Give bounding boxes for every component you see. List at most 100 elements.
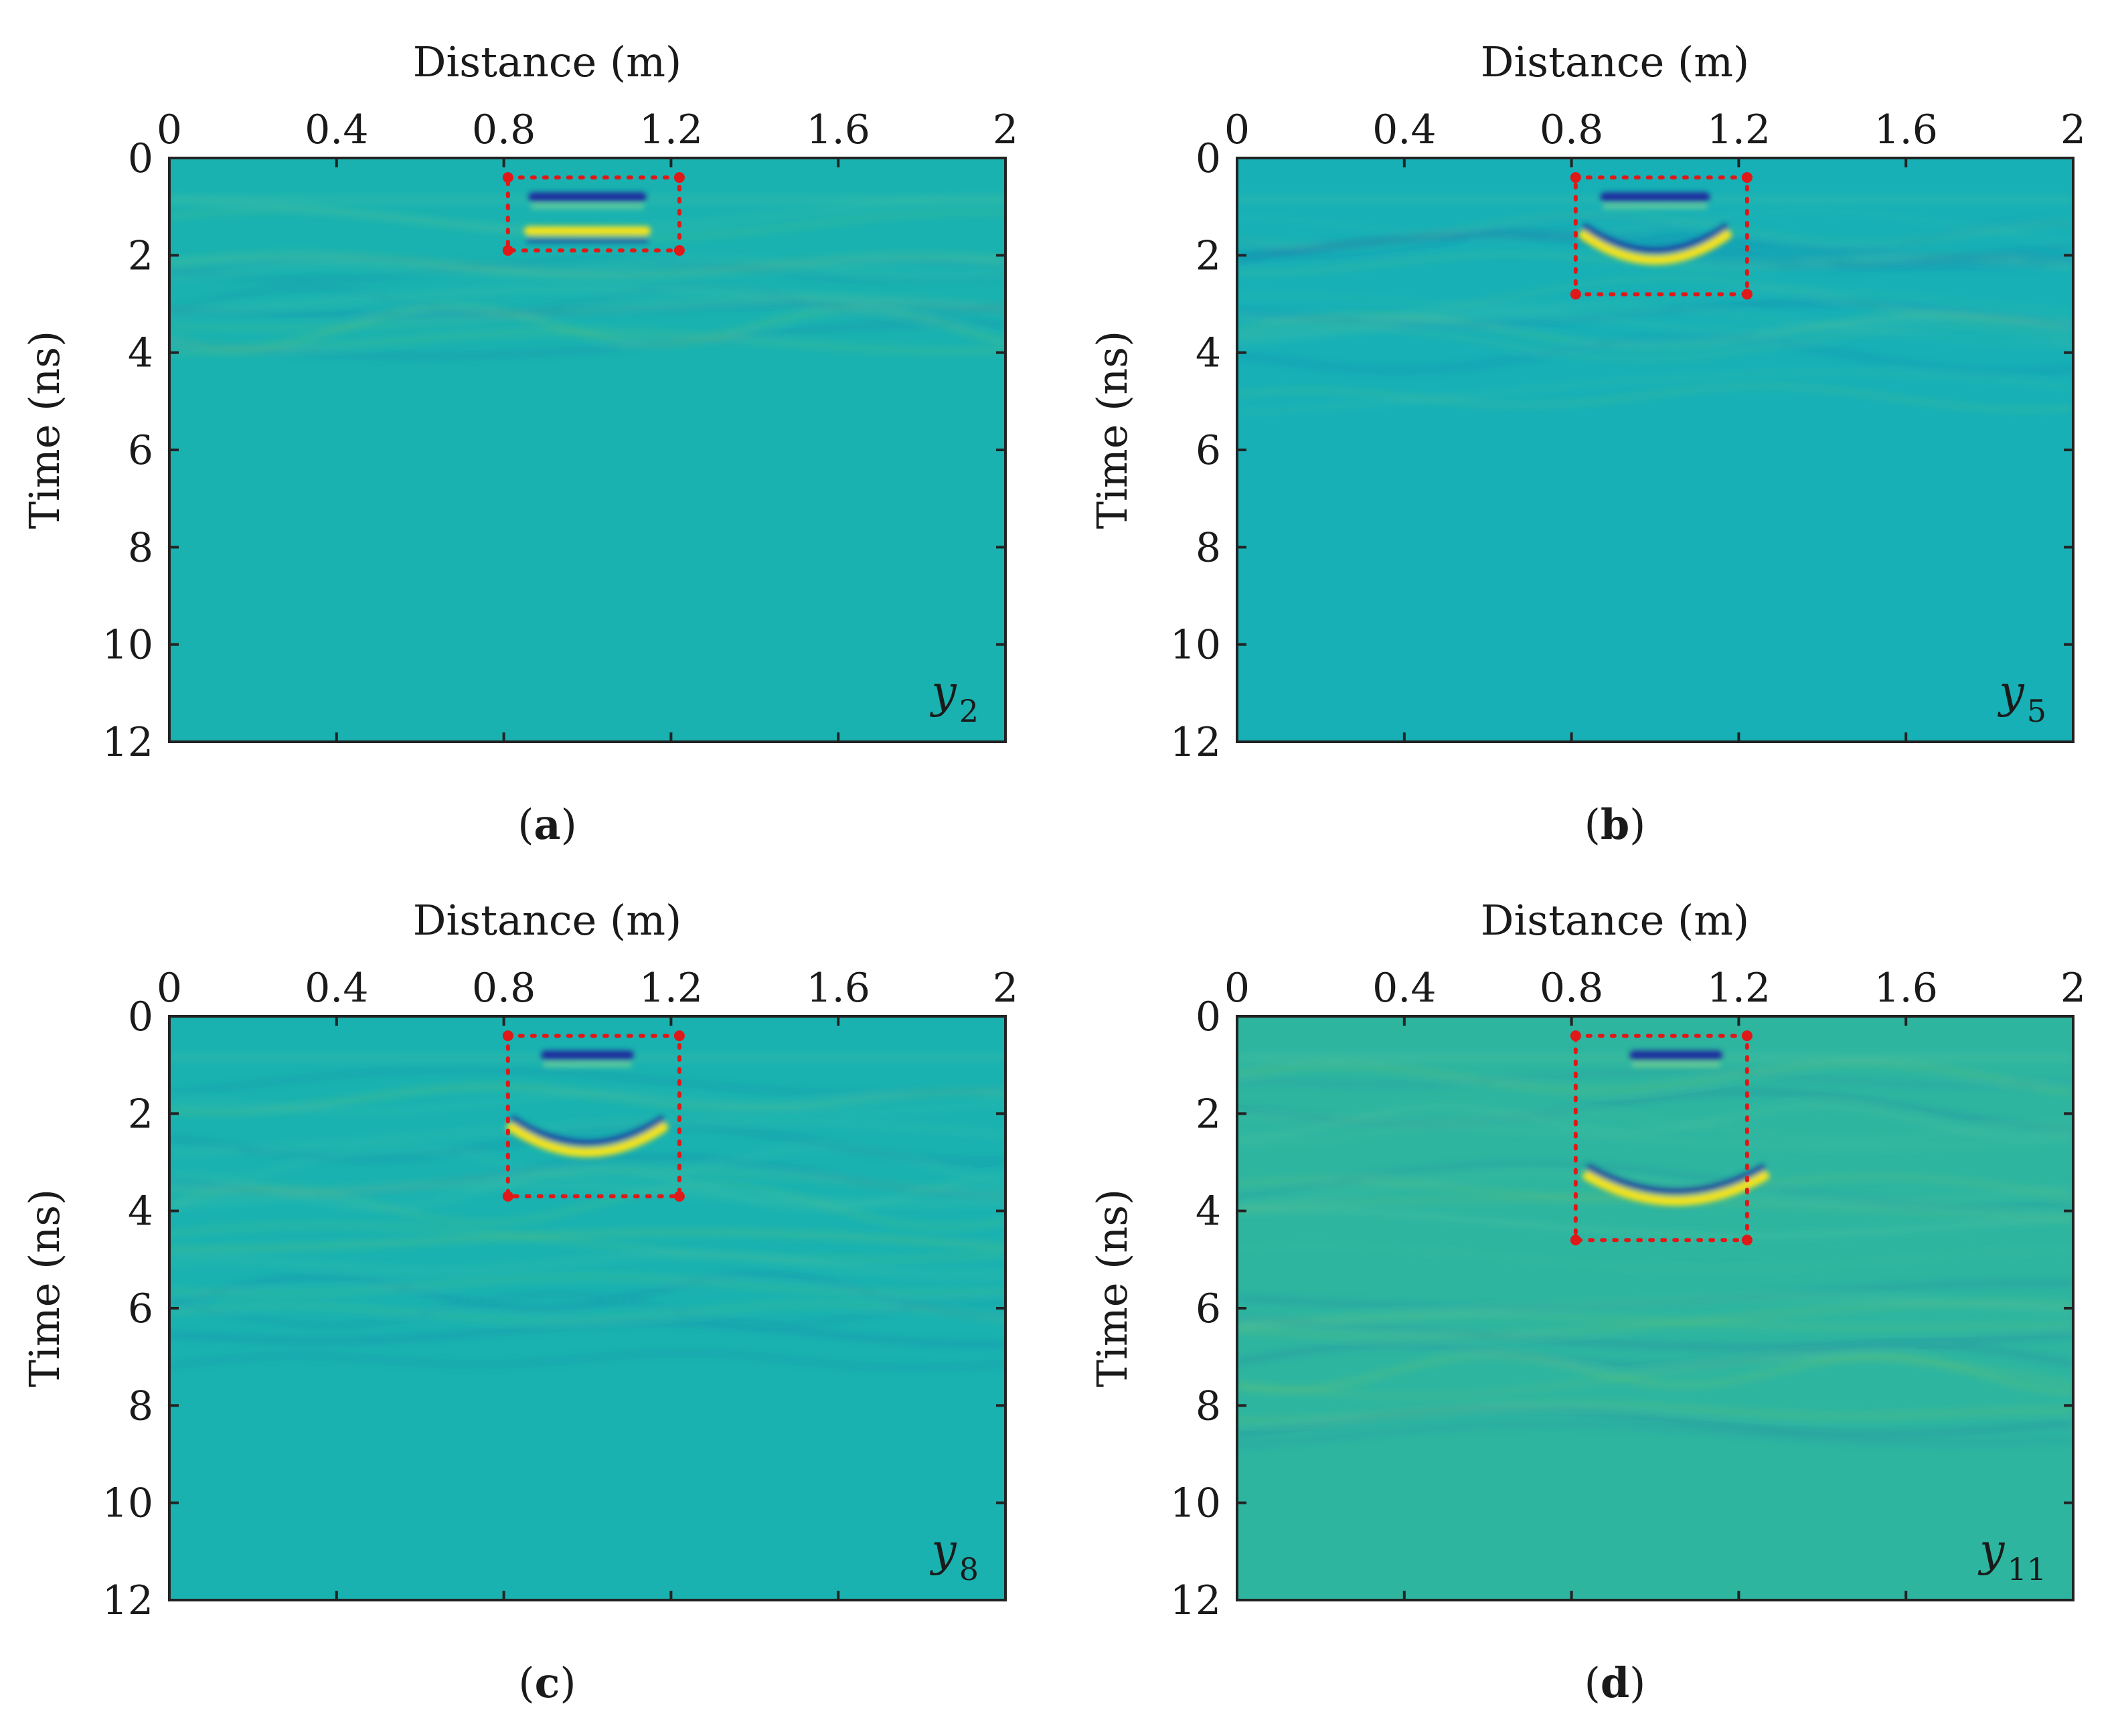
x-tick-label: 0.8: [472, 106, 536, 153]
x-axis-title: Distance (m): [413, 37, 681, 86]
panel-caption: (b): [1584, 800, 1646, 849]
y-tick-label: 8: [128, 1383, 153, 1429]
x-tick-label: 2: [993, 106, 1018, 153]
highlight-box-corner: [1741, 1235, 1753, 1246]
y-tick-label: 6: [128, 1285, 153, 1332]
series-variable-label: y11: [1977, 1524, 2046, 1587]
y-tick-label: 4: [128, 330, 153, 377]
y-tick-label: 12: [102, 719, 153, 766]
highlight-box-corner: [1741, 289, 1753, 300]
series-variable-label: y2: [929, 666, 979, 729]
x-tick-label: 1.2: [639, 965, 703, 1012]
x-tick-label: 0: [1224, 106, 1250, 153]
panel-c: 0 0.4 0.8 1.2 1.6 2 0 2 4 6 8 10 12 Distance (m) Time …: [20, 896, 1018, 1707]
y-tick-label: 10: [1170, 622, 1221, 669]
x-tick-label: 2: [2060, 106, 2086, 153]
highlight-box-corner: [1570, 1030, 1581, 1042]
y-tick-label: 2: [1196, 1091, 1221, 1137]
highlight-box-corner: [502, 172, 513, 183]
x-tick-label: 0: [157, 106, 182, 153]
variable-symbol: y: [1977, 1524, 2005, 1576]
variable-subscript: 5: [2027, 693, 2046, 729]
reflections: [1578, 192, 1732, 265]
y-axis-title: Time (ns): [1088, 1189, 1137, 1388]
y-tick-label: 4: [1196, 330, 1221, 377]
x-tick-label: 0.8: [472, 965, 536, 1012]
x-tick-label: 1.2: [1707, 965, 1771, 1012]
x-tick-label: 0.4: [305, 965, 368, 1012]
y-tick-label: 4: [128, 1188, 153, 1235]
x-tick-label: 0.4: [1372, 965, 1436, 1012]
highlight-box-corner: [673, 1190, 685, 1202]
y-tick-label: 8: [1196, 524, 1221, 571]
series-variable-label: y5: [1997, 666, 2046, 729]
variable-subscript: 11: [2007, 1551, 2046, 1587]
reflections: [1582, 1050, 1770, 1206]
x-tick-label: 0.8: [1540, 106, 1603, 153]
x-axis-title: Distance (m): [413, 896, 681, 945]
y-tick-label: 2: [128, 232, 153, 279]
highlight-box: [505, 1034, 681, 1198]
highlight-box-corner: [1570, 172, 1581, 183]
clutter-texture: [1237, 1056, 2073, 1447]
x-tick-label: 0.8: [1540, 965, 1603, 1012]
variable-subscript: 2: [959, 693, 979, 729]
y-tick-label: 8: [1196, 1383, 1221, 1429]
clutter-texture: [169, 1056, 1005, 1370]
reflection-yellow: [506, 1122, 669, 1158]
y-tick-label: 12: [1170, 719, 1221, 766]
variable-symbol: y: [929, 666, 957, 718]
heatmap-background: [169, 1016, 1005, 1600]
panel-b: 0 0.4 0.8 1.2 1.6 2 0 2 4 6 8 10 12 Distance (m) Time …: [1088, 37, 2086, 849]
reflections: [506, 1050, 669, 1158]
variable-symbol: y: [929, 1524, 957, 1576]
highlight-box-corner: [1741, 172, 1753, 183]
y-tick-label: 10: [102, 1480, 153, 1527]
x-axis-title: Distance (m): [1481, 896, 1749, 945]
heatmap-background: [1237, 1016, 2073, 1600]
y-tick-label: 6: [128, 427, 153, 474]
x-tick-label: 1.2: [1707, 106, 1771, 153]
heatmap-background: [169, 158, 1005, 742]
panel-letter: b: [1601, 800, 1629, 849]
y-tick-label: 6: [1196, 427, 1221, 474]
x-tick-label: 2: [2060, 965, 2086, 1012]
x-axis-title: Distance (m): [1481, 37, 1749, 86]
panel-caption: (c): [518, 1658, 576, 1707]
y-tick-label: 12: [1170, 1577, 1221, 1624]
panel-letter: a: [534, 800, 560, 849]
highlight-box-corner: [1570, 1235, 1581, 1246]
y-axis-title: Time (ns): [20, 1189, 69, 1388]
highlight-box-corner: [502, 1030, 513, 1042]
highlight-box: [1573, 1034, 1749, 1243]
highlight-box-corner: [502, 1190, 513, 1202]
x-tick-label: 0: [1224, 965, 1250, 1012]
highlight-box-corner: [673, 1030, 685, 1042]
panel-caption: (a): [517, 800, 577, 849]
y-tick-label: 12: [102, 1577, 153, 1624]
panel-caption: (d): [1584, 1658, 1646, 1707]
x-tick-label: 1.6: [806, 965, 870, 1012]
x-tick-label: 0: [157, 965, 182, 1012]
highlight-box: [505, 175, 681, 253]
reflection-yellow: [1578, 230, 1732, 265]
heatmap-background: [1237, 158, 2073, 742]
highlight-box-corner: [1570, 289, 1581, 300]
series-variable-label: y8: [929, 1524, 979, 1587]
x-tick-label: 2: [993, 965, 1018, 1012]
x-tick-label: 0.4: [305, 106, 368, 153]
y-tick-label: 0: [1196, 994, 1221, 1040]
reflection-yellow: [1582, 1171, 1770, 1206]
highlight-box-corner: [673, 172, 685, 183]
x-tick-label: 1.6: [806, 106, 870, 153]
clutter-texture: [1237, 198, 2073, 414]
x-tick-label: 1.6: [1874, 965, 1937, 1012]
y-tick-label: 8: [128, 524, 153, 571]
y-tick-label: 0: [128, 994, 153, 1040]
x-tick-label: 0.4: [1372, 106, 1436, 153]
variable-subscript: 8: [959, 1551, 979, 1587]
y-tick-label: 0: [128, 135, 153, 182]
y-tick-label: 10: [1170, 1480, 1221, 1527]
y-tick-label: 0: [1196, 135, 1221, 182]
